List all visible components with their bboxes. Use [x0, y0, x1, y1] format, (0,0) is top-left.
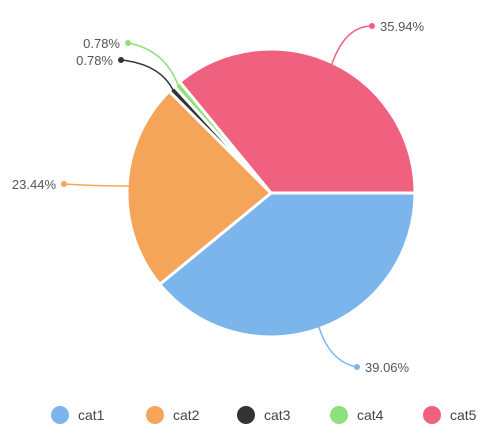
leader-line-cat3 — [120, 59, 174, 91]
legend-label-cat4: cat4 — [357, 407, 384, 423]
leader-line-cat4 — [127, 42, 179, 86]
data-label-cat1: 39.06% — [365, 360, 410, 375]
legend-swatch-cat4 — [330, 406, 348, 424]
data-labels: 39.06% 23.44% 0.78% 0.78% 35.94% — [12, 19, 425, 375]
legend-swatch-cat3 — [237, 406, 255, 424]
data-label-cat5: 35.94% — [380, 19, 425, 34]
leader-dot-cat4 — [125, 40, 131, 46]
legend-label-cat1: cat1 — [78, 407, 105, 423]
legend-item-cat4[interactable]: cat4 — [330, 406, 384, 424]
data-label-cat2: 23.44% — [12, 177, 57, 192]
legend-item-cat5[interactable]: cat5 — [423, 406, 477, 424]
data-label-cat4: 0.78% — [83, 36, 120, 51]
leader-dot-cat3 — [118, 57, 124, 63]
leader-line-cat5 — [330, 25, 373, 65]
legend-swatch-cat5 — [423, 406, 441, 424]
legend-item-cat1[interactable]: cat1 — [51, 406, 105, 424]
pie-slices — [125, 47, 417, 339]
leader-dot-cat2 — [61, 181, 67, 187]
data-label-cat3: 0.78% — [76, 53, 113, 68]
legend-item-cat2[interactable]: cat2 — [146, 406, 200, 424]
leader-line-cat2 — [63, 183, 130, 187]
legend: cat1 cat2 cat3 cat4 cat5 — [51, 406, 477, 424]
legend-swatch-cat2 — [146, 406, 164, 424]
leader-dot-cat5 — [369, 23, 375, 29]
legend-swatch-cat1 — [51, 406, 69, 424]
legend-label-cat5: cat5 — [450, 407, 477, 423]
legend-label-cat3: cat3 — [264, 407, 291, 423]
leader-line-cat1 — [318, 326, 358, 368]
label-leaders — [61, 23, 375, 370]
leader-dot-cat1 — [354, 364, 360, 370]
legend-item-cat3[interactable]: cat3 — [237, 406, 291, 424]
legend-label-cat2: cat2 — [173, 407, 200, 423]
